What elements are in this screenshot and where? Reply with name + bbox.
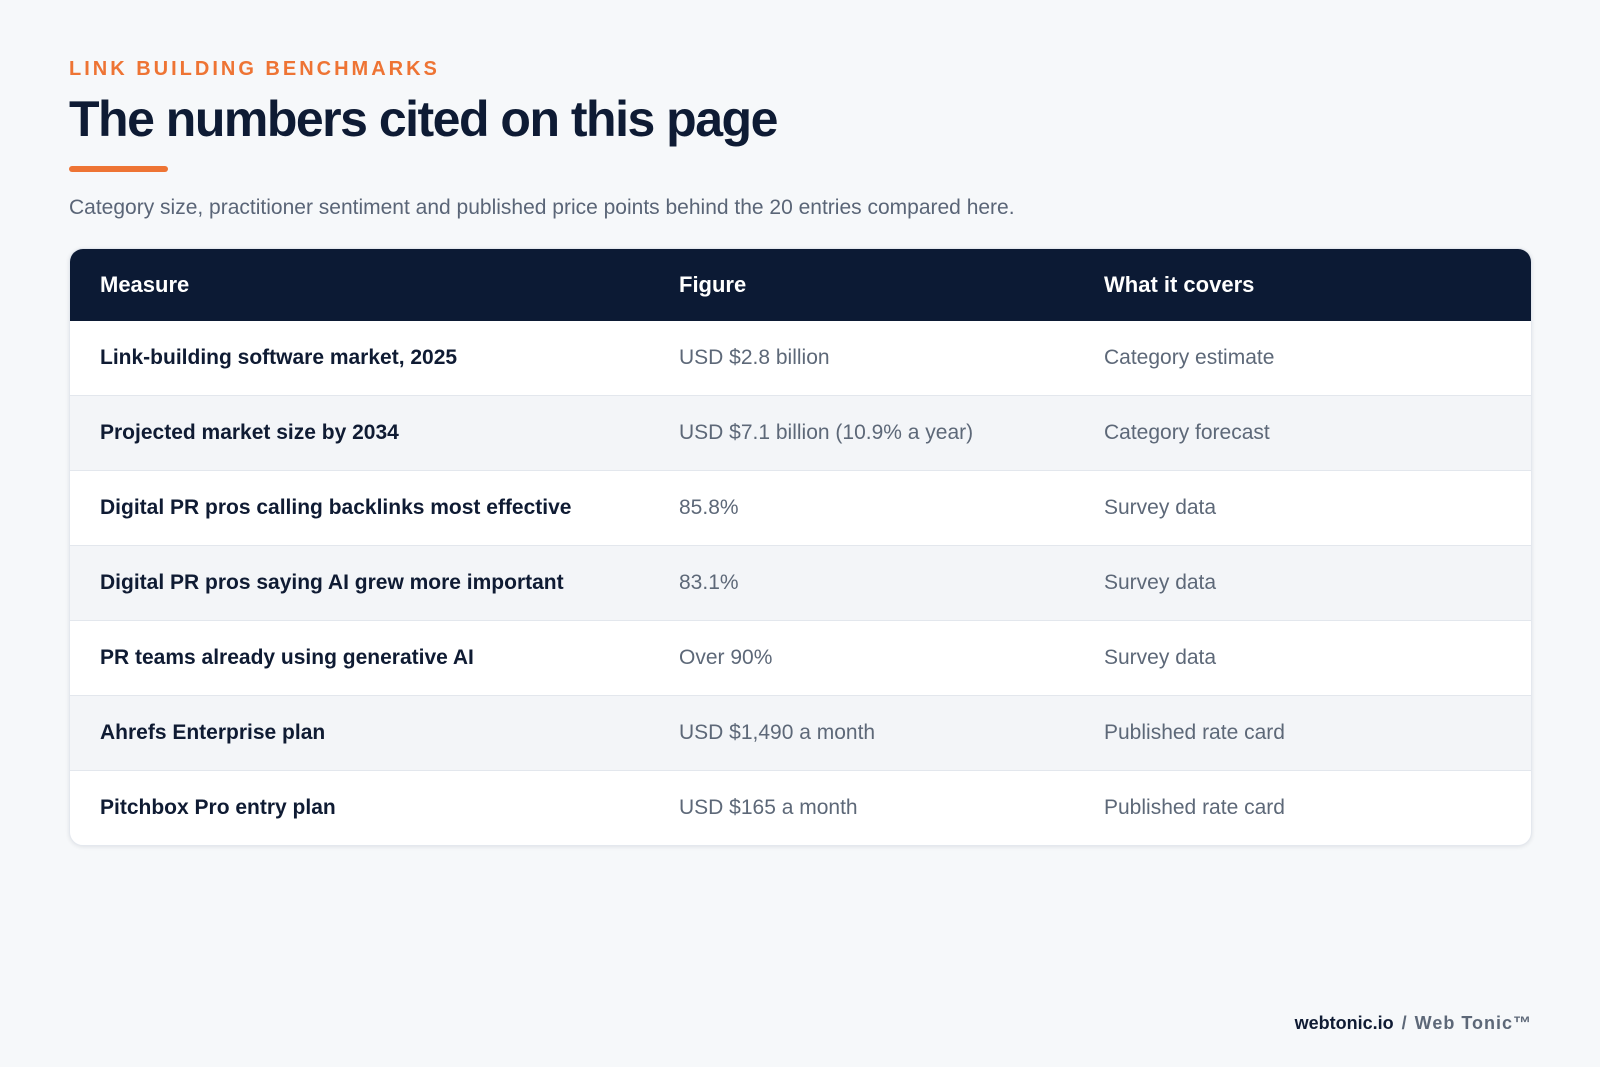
table-row: Digital PR pros calling backlinks most e…: [70, 470, 1531, 545]
table-row: Projected market size by 2034 USD $7.1 b…: [70, 395, 1531, 470]
column-header-measure: Measure: [100, 272, 190, 297]
measure-cell: PR teams already using generative AI: [100, 646, 474, 669]
table-header-row: Measure Figure What it covers: [70, 249, 1531, 321]
measure-cell: Digital PR pros saying AI grew more impo…: [100, 571, 564, 594]
figure-cell: USD $2.8 billion: [679, 346, 830, 369]
measure-cell: Projected market size by 2034: [100, 421, 399, 444]
table-row: Pitchbox Pro entry plan USD $165 a month…: [70, 770, 1531, 845]
figure-cell: USD $7.1 billion (10.9% a year): [679, 421, 974, 444]
table-body: Link-building software market, 2025 USD …: [70, 321, 1531, 845]
eyebrow-label: LINK BUILDING BENCHMARKS: [69, 58, 440, 80]
column-header-covers: What it covers: [1104, 272, 1255, 297]
covers-cell: Published rate card: [1104, 721, 1285, 744]
figure-cell: 83.1%: [679, 571, 739, 594]
figure-cell: Over 90%: [679, 646, 773, 669]
footer-separator: /: [1401, 1013, 1407, 1033]
footer-brand: Web Tonic™: [1414, 1013, 1532, 1033]
table-row: PR teams already using generative AI Ove…: [70, 620, 1531, 695]
covers-cell: Survey data: [1104, 571, 1217, 594]
column-header-figure: Figure: [679, 272, 747, 297]
measure-cell: Link-building software market, 2025: [100, 346, 458, 369]
table-row: Ahrefs Enterprise plan USD $1,490 a mont…: [70, 695, 1531, 770]
covers-cell: Survey data: [1104, 646, 1217, 669]
covers-cell: Category estimate: [1104, 346, 1275, 369]
figure-cell: USD $1,490 a month: [679, 721, 876, 744]
covers-cell: Survey data: [1104, 496, 1217, 519]
measure-cell: Pitchbox Pro entry plan: [100, 796, 336, 819]
footer-credit: webtonic.io / Web Tonic™: [1295, 1013, 1532, 1034]
benchmarks-table: Measure Figure What it covers Link-build…: [69, 248, 1532, 846]
table-row: Link-building software market, 2025 USD …: [70, 321, 1531, 395]
footer-domain: webtonic.io: [1294, 1013, 1394, 1033]
measure-cell: Ahrefs Enterprise plan: [100, 721, 326, 744]
table-row: Digital PR pros saying AI grew more impo…: [70, 545, 1531, 620]
figure-cell: 85.8%: [679, 496, 739, 519]
figure-cell: USD $165 a month: [679, 796, 858, 819]
page-subtitle: Category size, practitioner sentiment an…: [69, 196, 1015, 219]
covers-cell: Published rate card: [1104, 796, 1285, 819]
page-title: The numbers cited on this page: [69, 91, 778, 147]
covers-cell: Category forecast: [1104, 421, 1270, 444]
measure-cell: Digital PR pros calling backlinks most e…: [100, 496, 572, 519]
title-accent-rule: [69, 166, 168, 172]
